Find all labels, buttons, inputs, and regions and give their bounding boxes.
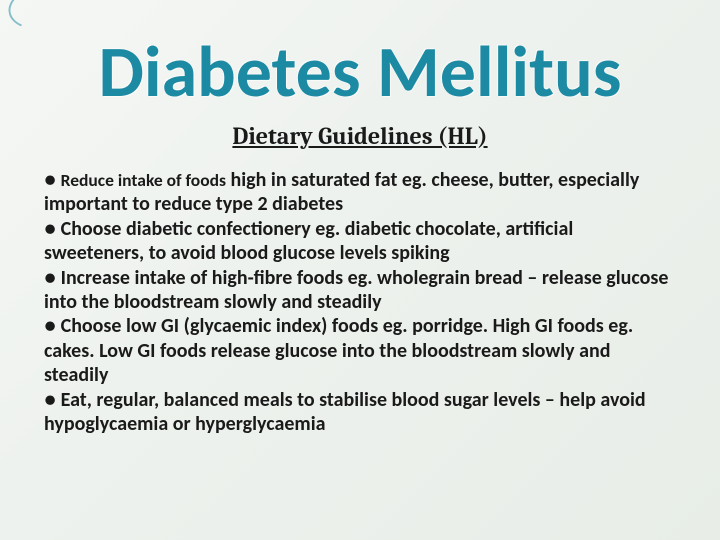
bullet-text: Eat, regular, balanced meals to stabilis… [44, 388, 646, 436]
bullet-text: Increase intake of high-fibre foods eg. … [44, 266, 668, 314]
bullet-text: Choose diabetic confectionery eg. diabet… [44, 217, 573, 265]
bullet-item: ● Reduce intake of foods high in saturat… [44, 168, 676, 217]
slide-subtitle: Dietary Guidelines (HL) [40, 122, 680, 150]
slide-container: Diabetes Mellitus Dietary Guidelines (HL… [0, 0, 720, 540]
bullet-item: ● Choose low GI (glycaemic index) foods … [44, 314, 676, 387]
bullet-item: ● Eat, regular, balanced meals to stabil… [44, 388, 676, 437]
bullet-item: ● Increase intake of high-fibre foods eg… [44, 266, 676, 315]
bullet-item: ● Choose diabetic confectionery eg. diab… [44, 217, 676, 266]
slide-title: Diabetes Mellitus [40, 36, 680, 108]
bullet-lead: Reduce intake of foods [61, 169, 226, 191]
bullet-text: Choose low GI (glycaemic index) foods eg… [44, 314, 633, 387]
bullet-list: ● Reduce intake of foods high in saturat… [40, 168, 680, 436]
